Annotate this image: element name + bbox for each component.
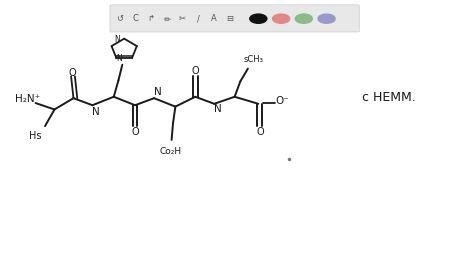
Circle shape: [295, 14, 312, 23]
Text: O⁻: O⁻: [275, 96, 289, 106]
Text: ↺: ↺: [116, 14, 123, 23]
Text: ↱: ↱: [147, 14, 155, 23]
Text: ✏: ✏: [163, 14, 170, 23]
Text: c HEMΜ.: c HEMΜ.: [362, 91, 416, 104]
Text: N: N: [214, 104, 222, 114]
FancyBboxPatch shape: [110, 5, 359, 32]
Circle shape: [273, 14, 290, 23]
Text: ⊟: ⊟: [227, 14, 233, 23]
Text: N: N: [154, 87, 162, 97]
Text: C: C: [132, 14, 138, 23]
Text: N: N: [116, 54, 122, 63]
Text: N: N: [114, 35, 120, 45]
Text: H₂N⁺: H₂N⁺: [15, 94, 40, 104]
Text: O: O: [257, 127, 264, 137]
Text: ✂: ✂: [179, 14, 186, 23]
Text: /: /: [197, 14, 200, 23]
Circle shape: [318, 14, 335, 23]
Text: O: O: [69, 68, 76, 78]
Text: N: N: [92, 106, 100, 117]
Text: O: O: [131, 127, 139, 137]
Text: Co₂H: Co₂H: [160, 147, 182, 156]
Text: sCH₃: sCH₃: [244, 55, 264, 64]
Text: A: A: [211, 14, 217, 23]
Text: Hs: Hs: [29, 131, 42, 141]
Circle shape: [250, 14, 267, 23]
Text: O: O: [191, 66, 199, 76]
